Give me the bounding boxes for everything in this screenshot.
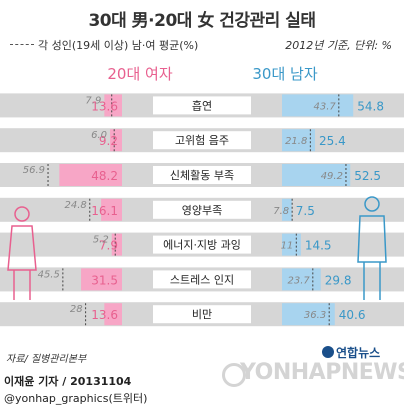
female-bar — [101, 198, 122, 221]
reporter-text: 이재윤 기자 / 20131104 — [4, 375, 132, 388]
female-value-label: 48.2 — [91, 169, 118, 183]
male-avg-label: 7.8 — [273, 206, 289, 217]
watermark-circle — [222, 363, 246, 387]
male-figure-head — [364, 196, 380, 212]
female-avg-label: 5.2 — [93, 235, 109, 246]
female-avg-label: 28 — [70, 304, 83, 315]
female-bar — [104, 303, 122, 326]
category-box — [153, 200, 251, 219]
category-box — [153, 235, 251, 254]
male-figure-body — [357, 215, 387, 300]
female-avg-label: 24.8 — [64, 200, 86, 211]
female-bar — [104, 94, 122, 117]
male-value-label: 25.4 — [319, 134, 346, 148]
category-label: 흡연 — [192, 98, 212, 112]
male-header: 30대 남자 — [252, 65, 318, 83]
male-value-label: 14.5 — [305, 239, 332, 253]
female-figure-head — [14, 206, 30, 222]
chart-title: 30대 男·20대 女 건강관리 실태 — [88, 11, 316, 31]
male-value-label: 54.8 — [357, 99, 384, 113]
female-value-label: 13.6 — [91, 308, 118, 322]
female-header: 20대 여자 — [107, 65, 173, 83]
female-avg-label: 56.9 — [23, 165, 45, 176]
twitter-handle: @yonhap_graphics(트위터) — [4, 392, 148, 405]
category-box — [153, 131, 251, 150]
male-bar — [282, 129, 316, 152]
logo-icon — [322, 346, 334, 358]
source-text: 자료/ 질병관리본부 — [6, 354, 87, 365]
male-avg-label: 11 — [281, 241, 294, 252]
watermark-text: YONHAPNEWS — [240, 360, 404, 385]
yonhap-logo: 연합뉴스 — [322, 344, 380, 361]
female-value-label: 9.2 — [99, 134, 118, 148]
female-avg-label: 6.0 — [91, 130, 107, 141]
female-value-label: 13.6 — [91, 99, 118, 113]
male-value-label: 40.6 — [339, 308, 366, 322]
category-box — [153, 166, 251, 184]
male-value-label: 7.5 — [296, 204, 315, 218]
male-avg-label: 49.2 — [321, 171, 343, 182]
female-figure-body — [7, 225, 37, 300]
female-bar — [111, 233, 122, 256]
male-avg-label: 23.7 — [288, 275, 311, 286]
female-avg-label: 45.5 — [38, 269, 60, 280]
male-avg-label: 21.8 — [285, 136, 307, 147]
male-bar — [282, 268, 321, 291]
category-label: 신체활동 부족 — [170, 168, 234, 182]
male-bar — [282, 303, 335, 326]
category-label: 스트레스 인지 — [170, 273, 234, 286]
female-avg-label: 7.9 — [85, 95, 101, 106]
male-avg-label: 43.7 — [314, 101, 337, 112]
male-avg-label: 36.3 — [304, 310, 326, 321]
male-bar — [282, 198, 292, 221]
legend-dashed-line — [10, 44, 34, 45]
male-value-label: 29.8 — [325, 273, 352, 287]
category-label: 영양부족 — [182, 204, 222, 217]
unit-note: 2012년 기준, 단위: % — [285, 39, 392, 52]
female-value-label: 16.1 — [91, 204, 118, 218]
category-label: 비만 — [192, 308, 212, 321]
legend-text: 각 성인(19세 이상) 남·여 평균(%) — [38, 39, 199, 52]
category-box — [153, 270, 251, 289]
female-bar — [59, 164, 122, 186]
female-bar — [81, 268, 122, 291]
female-value-label: 31.5 — [91, 273, 118, 287]
male-value-label: 52.5 — [354, 169, 381, 183]
category-label: 고위험 음주 — [175, 134, 229, 147]
female-bar — [110, 129, 122, 152]
category-box — [153, 96, 251, 115]
female-value-label: 7.9 — [99, 239, 118, 253]
category-box — [153, 305, 251, 324]
category-label: 에너지·지방 과잉 — [163, 239, 241, 252]
logo-text: 연합뉴스 — [336, 346, 381, 360]
male-bar — [282, 94, 354, 117]
male-bar — [282, 164, 351, 186]
